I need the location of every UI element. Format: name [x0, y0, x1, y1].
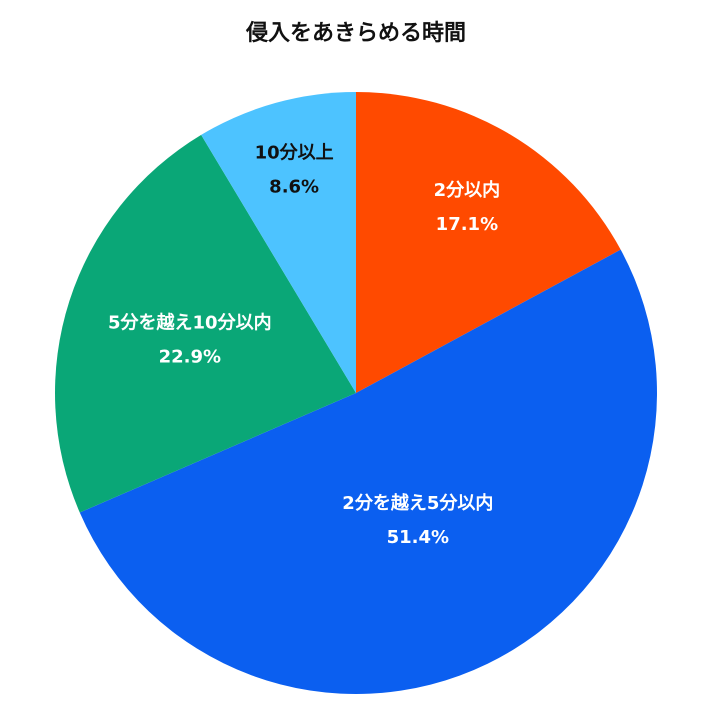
- chart-title: 侵入をあきらめる時間: [245, 21, 466, 46]
- slice-category-label: 5分を越え10分以内: [108, 312, 272, 334]
- slice-value-label: 8.6%: [269, 177, 319, 198]
- slice-category-label: 10分以上: [255, 143, 334, 164]
- slice-value-label: 17.1%: [436, 214, 498, 235]
- slice-category-label: 2分を越え5分以内: [342, 492, 493, 514]
- pie-slice: [356, 92, 621, 393]
- pie-slice: [55, 134, 357, 513]
- slice-value-label: 22.9%: [159, 347, 221, 368]
- pie-slice: [201, 92, 356, 393]
- pie-slice: [79, 249, 657, 694]
- slice-value-label: 51.4%: [387, 527, 449, 548]
- slice-category-label: 2分以内: [434, 179, 501, 201]
